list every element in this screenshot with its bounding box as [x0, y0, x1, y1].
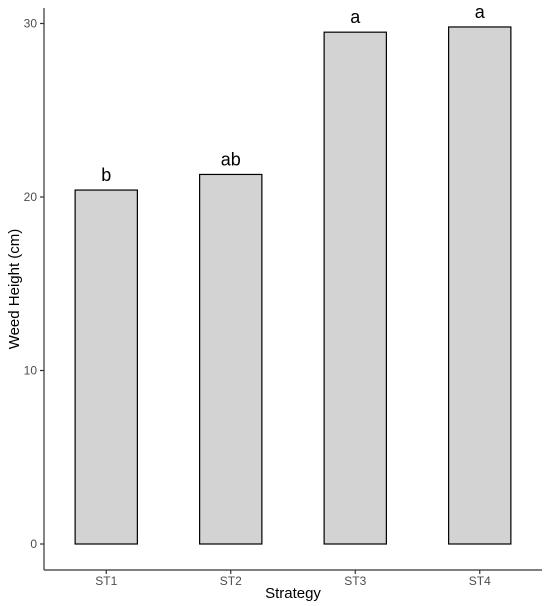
- significance-label-st2: ab: [221, 149, 241, 169]
- bar-st4: [448, 26, 512, 545]
- x-tick-label: ST4: [469, 574, 491, 588]
- x-tick-label: ST3: [344, 574, 366, 588]
- plot-area: b ab a a: [74, 2, 512, 545]
- y-tick-label: 20: [24, 190, 38, 204]
- y-axis-ticks: 0 10 20 30: [24, 17, 44, 551]
- y-tick-label: 30: [24, 17, 38, 31]
- x-tick-label: ST1: [95, 574, 117, 588]
- significance-label-st4: a: [475, 2, 486, 22]
- bar-st2: [199, 173, 263, 545]
- significance-label-st3: a: [350, 7, 361, 27]
- significance-label-st1: b: [101, 165, 111, 185]
- y-tick-label: 0: [30, 537, 37, 551]
- bar-st1: [74, 189, 138, 545]
- x-axis-title: Strategy: [265, 585, 321, 602]
- y-tick-label: 10: [24, 364, 38, 378]
- x-tick-label: ST2: [220, 574, 242, 588]
- y-axis-title: Weed Height (cm): [6, 229, 23, 350]
- x-axis-ticks: ST1 ST2 ST3 ST4: [95, 570, 491, 588]
- bar-st3: [323, 31, 387, 545]
